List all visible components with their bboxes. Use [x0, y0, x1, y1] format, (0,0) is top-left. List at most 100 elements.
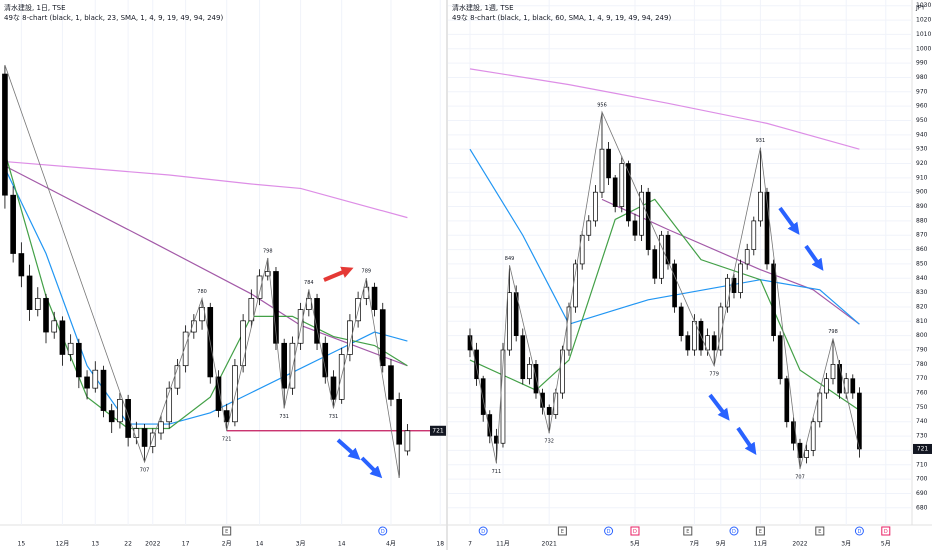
- candle-body: [379, 309, 386, 367]
- candle-body: [606, 148, 611, 179]
- candle-body: [297, 309, 304, 344]
- pivot-label: 931: [756, 138, 766, 144]
- event-label: D: [884, 529, 888, 535]
- event-marker: [478, 526, 488, 536]
- y-tick-label: 750: [916, 404, 928, 411]
- candle-body: [125, 399, 131, 438]
- candle-body: [84, 376, 90, 389]
- candle-body: [560, 349, 565, 394]
- chart-title: 清水建設, 1日, TSE: [4, 3, 66, 12]
- y-tick-label: 880: [916, 217, 928, 224]
- candle-body: [166, 387, 173, 423]
- x-tick-label: 17: [182, 541, 190, 548]
- candle-body: [174, 365, 181, 389]
- event-label: E: [225, 529, 228, 535]
- candle-body: [34, 298, 41, 310]
- arrow: [736, 426, 757, 455]
- event-marker: [557, 526, 567, 536]
- candle-body: [824, 378, 829, 394]
- candle-body: [540, 392, 545, 408]
- event-label: E: [686, 529, 689, 535]
- moving-average: [469, 198, 860, 411]
- y-tick-label: 990: [916, 60, 928, 67]
- y-tick-label: 1030: [916, 2, 931, 9]
- price-label: 721: [917, 445, 929, 452]
- candle-body: [711, 335, 717, 351]
- y-tick-label: 960: [916, 103, 928, 110]
- candle-body: [480, 378, 486, 415]
- event-marker: [222, 526, 232, 536]
- candle-body: [744, 249, 750, 265]
- candle-body: [527, 363, 532, 380]
- candle-body: [388, 365, 394, 400]
- y-tick-label: 970: [916, 88, 928, 95]
- arrow: [804, 244, 824, 271]
- zigzag-line: [4, 64, 400, 478]
- event-marker: [755, 526, 765, 536]
- y-tick-label: 1000: [916, 45, 931, 52]
- candle-body: [566, 306, 572, 351]
- pivot-label: 780: [197, 289, 207, 295]
- candle-body: [579, 234, 585, 265]
- pivot-label: 731: [279, 414, 289, 420]
- candle-body: [586, 220, 592, 236]
- event-label: E: [561, 529, 564, 535]
- candle-body: [256, 275, 263, 299]
- candle-body: [474, 349, 479, 380]
- candle-body: [593, 191, 598, 222]
- candle-body: [678, 306, 684, 337]
- candle-body: [10, 194, 16, 254]
- candle-body: [645, 191, 651, 250]
- candle-body: [632, 220, 638, 236]
- pivot-label: 849: [505, 256, 515, 262]
- x-tick-label: 2022: [145, 541, 160, 548]
- y-tick-label: 680: [916, 504, 928, 511]
- pivot-label: 798: [263, 249, 273, 255]
- pivot-label: 711: [492, 469, 502, 475]
- candle-body: [240, 320, 246, 367]
- candle-body: [639, 191, 644, 236]
- price-box: [913, 443, 932, 454]
- x-tick-label: 14: [338, 541, 346, 548]
- y-tick-label: 920: [916, 160, 928, 167]
- chart-pane: 6806907007107207307407507607707807908008…: [448, 0, 932, 548]
- candle-body: [659, 234, 664, 279]
- candle-body: [18, 253, 25, 277]
- candle-body: [692, 320, 697, 351]
- candle-body: [232, 365, 238, 423]
- y-tick-label: 840: [916, 275, 928, 282]
- candle-body: [494, 435, 499, 444]
- moving-average: [4, 160, 408, 219]
- candle-body: [507, 292, 512, 351]
- chart-subtitle: 49な 8-chart (black, 1, black, 60, SMA, 1…: [452, 14, 671, 22]
- candle-body: [215, 376, 222, 411]
- candle-body: [810, 421, 816, 451]
- x-tick-label: 3月: [296, 541, 306, 548]
- y-tick-label: 980: [916, 74, 928, 81]
- candle-body: [685, 335, 691, 351]
- x-tick-label: 11月: [754, 541, 768, 548]
- candle-body: [857, 392, 862, 450]
- candle-body: [347, 320, 353, 355]
- arrow: [778, 206, 800, 235]
- x-tick-label: 22: [124, 541, 132, 548]
- candle-body: [843, 378, 849, 394]
- candle-body: [141, 428, 148, 447]
- event-label: D: [481, 529, 485, 535]
- candle-body: [100, 369, 107, 411]
- candle-body: [306, 298, 312, 310]
- candle-body: [404, 430, 411, 452]
- candle-body: [396, 399, 402, 445]
- y-tick-label: 700: [916, 476, 928, 483]
- candle-body: [59, 320, 66, 355]
- y-tick-label: 710: [916, 461, 928, 468]
- candle-body: [738, 263, 743, 293]
- pivot-label: 956: [597, 102, 607, 108]
- x-tick-label: 3月: [841, 541, 851, 548]
- x-tick-label: 18: [436, 541, 444, 548]
- y-tick-label: 770: [916, 375, 928, 382]
- candle-body: [108, 410, 115, 423]
- candle-body: [764, 191, 770, 265]
- candle-body: [67, 342, 74, 355]
